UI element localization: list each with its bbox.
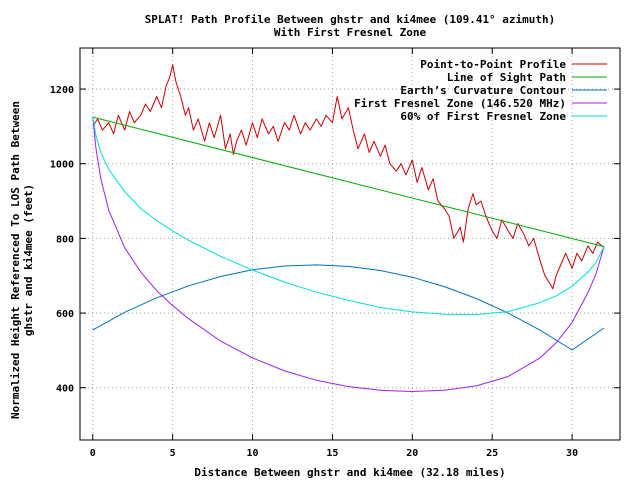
x-tick-label: 10	[247, 448, 259, 459]
y-tick-label: 1200	[50, 85, 74, 96]
y-tick-label: 600	[56, 309, 74, 320]
series-lines	[92, 64, 605, 392]
x-tick-label: 30	[566, 448, 578, 459]
y-tick-label: 800	[56, 234, 74, 245]
x-tick-label: 20	[406, 448, 418, 459]
y-axis-label-line1: Normalized Height Referenced To LOS Path…	[9, 101, 22, 419]
axis-ticks: 0 5 10 15 20 25 30 400 600 800 1000 1200	[50, 48, 620, 459]
series-line-first-fresnel-zone-146-520-mhz	[92, 117, 605, 392]
legend-label: Line of Sight Path	[447, 71, 566, 84]
series-line-earth-s-curvature-contour	[92, 264, 605, 351]
legend-label: First Fresnel Zone (146.520 MHz)	[354, 97, 566, 110]
y-tick-label: 1000	[50, 160, 74, 171]
grid-lines	[80, 48, 620, 440]
y-tick-label: 400	[56, 384, 74, 395]
chart-title: SPLAT! Path Profile Between ghstr and ki…	[145, 13, 556, 26]
y-axis-label-line2: ghstr and ki4mee (feet)	[22, 184, 35, 336]
x-tick-label: 15	[326, 448, 338, 459]
x-tick-label: 5	[170, 448, 176, 459]
legend-label: Earth’s Curvature Contour	[400, 84, 566, 97]
legend-label: 60% of First Fresnel Zone	[400, 110, 566, 123]
legend-label: Point-to-Point Profile	[420, 58, 566, 71]
x-axis-label: Distance Between ghstr and ki4mee (32.18…	[194, 466, 505, 479]
x-tick-label: 0	[90, 448, 96, 459]
series-line-line-of-sight-path	[92, 116, 605, 248]
chart-subtitle: With First Fresnel Zone	[274, 26, 427, 39]
series-line-60-of-first-fresnel-zone	[92, 117, 605, 316]
plot-frame	[79, 47, 621, 441]
x-tick-label: 25	[486, 448, 498, 459]
